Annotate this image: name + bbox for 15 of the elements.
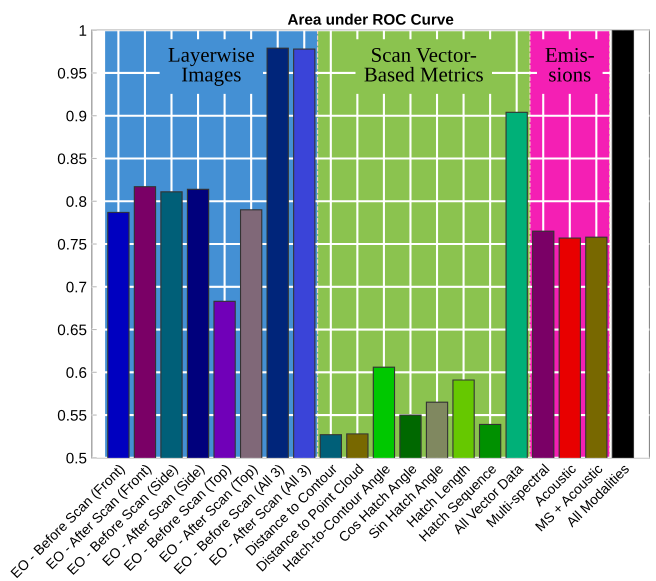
y-tick-label: 0.8	[66, 196, 86, 207]
y-tick-label: 0.85	[58, 153, 86, 164]
y-tick-label: 0.55	[58, 410, 86, 421]
y-tick-label: 0.75	[58, 238, 86, 250]
band-label: Scan Vector- Based Metrics	[364, 48, 483, 82]
band-label: Emis- sions	[546, 48, 594, 82]
band-label: Layerwise Images	[168, 48, 254, 86]
y-tick-label: 0.6	[66, 367, 86, 378]
y-tick-label: 0.9	[66, 110, 86, 122]
y-tick-label: 0.65	[58, 324, 86, 336]
y-tick-label: 1	[80, 25, 86, 36]
y-tick-label: 0.7	[66, 282, 86, 292]
y-tick-label: 0.95	[58, 68, 86, 79]
y-tick-label: 0.5	[66, 452, 86, 464]
chart-title: Area under ROC Curve	[288, 14, 454, 25]
